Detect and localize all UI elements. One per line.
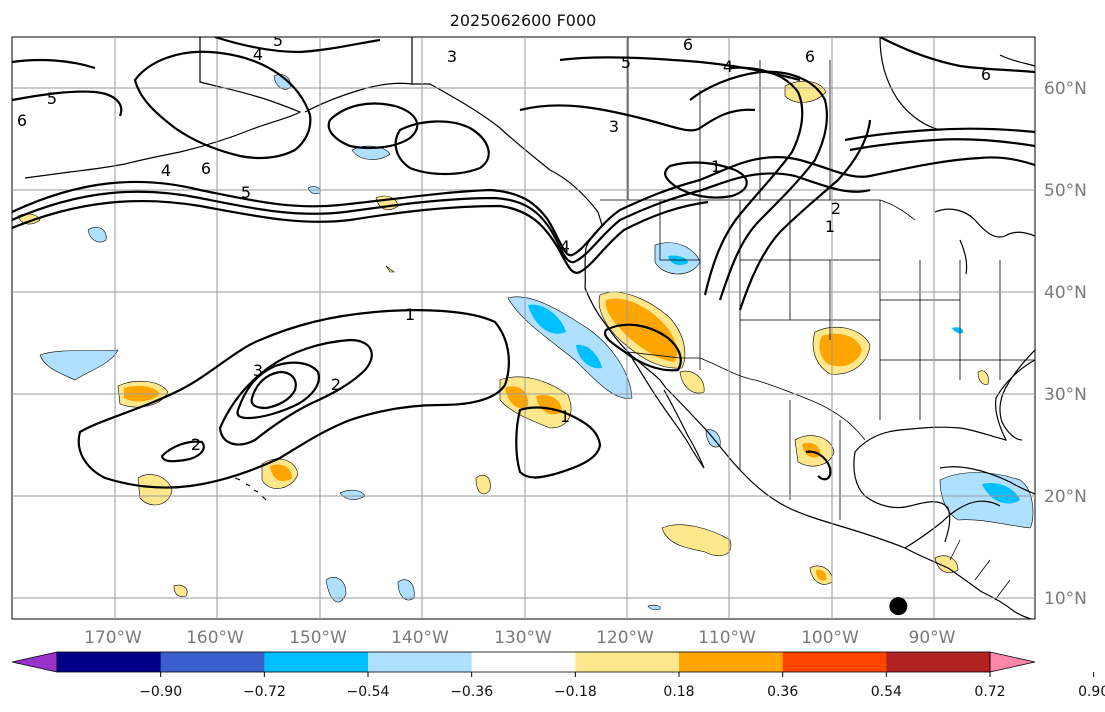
colorbar-bin bbox=[264, 652, 369, 672]
colorbar-bin bbox=[471, 652, 576, 672]
colorbar-tick-label: 0.90 bbox=[1078, 684, 1105, 700]
svg-text:5: 5 bbox=[273, 31, 283, 50]
colorbar-tick-label: 0.54 bbox=[871, 684, 902, 700]
colorbar-bin bbox=[782, 652, 887, 672]
colorbar-bin bbox=[679, 652, 784, 672]
svg-text:5: 5 bbox=[47, 89, 57, 108]
lon-label-170w: 170°W bbox=[84, 628, 142, 648]
svg-text:1: 1 bbox=[825, 217, 835, 236]
lon-label-130w: 130°W bbox=[494, 628, 552, 648]
svg-text:6: 6 bbox=[683, 35, 693, 54]
lon-label-110w: 110°W bbox=[698, 628, 756, 648]
colorbar-bin bbox=[886, 652, 991, 672]
svg-text:4: 4 bbox=[723, 57, 733, 76]
svg-text:4: 4 bbox=[253, 45, 263, 64]
colorbar: −0.90 −0.72 −0.54 −0.36 −0.18 0.18 0.36 0.54 0.7… bbox=[11, 651, 1105, 700]
svg-text:5: 5 bbox=[241, 183, 251, 202]
colorbar-extend-low bbox=[11, 651, 58, 673]
svg-text:2: 2 bbox=[331, 375, 341, 394]
colorbar-tick-label: 0.36 bbox=[767, 684, 798, 700]
svg-text:3: 3 bbox=[609, 117, 619, 136]
colorbar-tick-label: 0.18 bbox=[663, 684, 694, 700]
colorbar-extend-high bbox=[989, 651, 1036, 673]
svg-text:1: 1 bbox=[711, 157, 721, 176]
svg-text:6: 6 bbox=[981, 65, 991, 84]
colorbar-bin bbox=[368, 652, 473, 672]
lon-label-150w: 150°W bbox=[289, 628, 347, 648]
svg-text:2: 2 bbox=[831, 199, 841, 218]
colorbar-tick-label: −0.90 bbox=[139, 684, 182, 700]
svg-text:2: 2 bbox=[191, 435, 201, 454]
colorbar-bin bbox=[575, 652, 680, 672]
lat-label-20n: 20°N bbox=[1044, 487, 1087, 507]
svg-text:1: 1 bbox=[560, 407, 570, 426]
lat-label-50n: 50°N bbox=[1044, 181, 1087, 201]
svg-text:3: 3 bbox=[253, 361, 263, 380]
lat-label-30n: 30°N bbox=[1044, 385, 1087, 405]
colorbar-bin bbox=[57, 652, 162, 672]
colorbar-tick-label: −0.72 bbox=[243, 684, 286, 700]
colorbar-tick-label: 0.72 bbox=[974, 684, 1005, 700]
colorbar-bin bbox=[160, 652, 265, 672]
svg-text:4: 4 bbox=[161, 161, 171, 180]
colorbar-tick-label: −0.36 bbox=[450, 684, 493, 700]
colorbar-outline bbox=[56, 651, 991, 673]
svg-text:3: 3 bbox=[447, 47, 457, 66]
colorbar-tick-label: −0.54 bbox=[347, 684, 390, 700]
colorbar-tick-label: −0.18 bbox=[554, 684, 597, 700]
shaded-anomalies bbox=[17, 74, 1034, 611]
latitude-labels: 10°N 20°N 30°N 40°N 50°N 60°N bbox=[1044, 79, 1087, 609]
lon-label-90w: 90°W bbox=[909, 628, 956, 648]
svg-text:6: 6 bbox=[201, 159, 211, 178]
lon-label-120w: 120°W bbox=[596, 628, 654, 648]
contour-labels: 1 1 1 1 2 2 2 3 3 3 4 4 4 4 5 5 5 5 6 6 … bbox=[17, 31, 991, 454]
location-marker bbox=[889, 597, 908, 616]
lon-label-140w: 140°W bbox=[391, 628, 449, 648]
lon-label-100w: 100°W bbox=[801, 628, 859, 648]
svg-text:6: 6 bbox=[805, 47, 815, 66]
svg-text:5: 5 bbox=[621, 53, 631, 72]
lat-label-60n: 60°N bbox=[1044, 79, 1087, 99]
lat-label-40n: 40°N bbox=[1044, 283, 1087, 303]
longitude-labels: 170°W 160°W 150°W 140°W 130°W 120°W 110°… bbox=[84, 628, 956, 648]
lon-label-160w: 160°W bbox=[186, 628, 244, 648]
svg-text:4: 4 bbox=[560, 237, 570, 256]
map-title: 2025062600 F000 bbox=[450, 11, 597, 30]
map-frame bbox=[11, 36, 1036, 620]
contour-lines bbox=[12, 37, 1035, 489]
svg-text:6: 6 bbox=[17, 111, 27, 130]
political-borders bbox=[411, 37, 1035, 601]
svg-text:1: 1 bbox=[405, 305, 415, 324]
lat-label-10n: 10°N bbox=[1044, 589, 1087, 609]
graticule bbox=[12, 37, 1035, 619]
